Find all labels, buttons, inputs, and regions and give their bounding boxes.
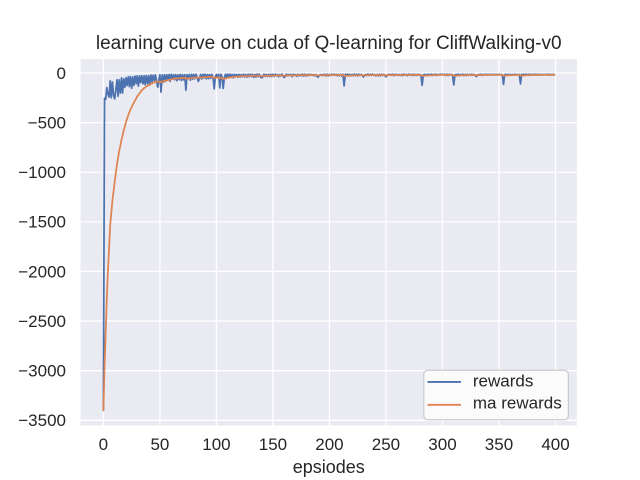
- svg-text:200: 200: [315, 435, 343, 454]
- svg-text:−2000: −2000: [18, 262, 66, 281]
- svg-text:0: 0: [57, 64, 66, 83]
- svg-text:0: 0: [99, 435, 108, 454]
- svg-text:learning curve on cuda of Q-le: learning curve on cuda of Q-learning for…: [96, 33, 562, 54]
- svg-text:−500: −500: [28, 113, 66, 132]
- svg-text:100: 100: [202, 435, 230, 454]
- svg-text:ma rewards: ma rewards: [473, 393, 562, 412]
- svg-text:−3500: −3500: [18, 411, 66, 430]
- svg-text:300: 300: [428, 435, 456, 454]
- svg-text:epsiodes: epsiodes: [293, 457, 365, 477]
- svg-text:350: 350: [485, 435, 513, 454]
- svg-text:250: 250: [372, 435, 400, 454]
- svg-text:−1000: −1000: [18, 163, 66, 182]
- svg-text:−1500: −1500: [18, 213, 66, 232]
- svg-text:−3000: −3000: [18, 361, 66, 380]
- svg-text:400: 400: [541, 435, 569, 454]
- svg-text:50: 50: [150, 435, 169, 454]
- svg-text:150: 150: [259, 435, 287, 454]
- svg-text:−2500: −2500: [18, 312, 66, 331]
- svg-text:rewards: rewards: [473, 372, 533, 391]
